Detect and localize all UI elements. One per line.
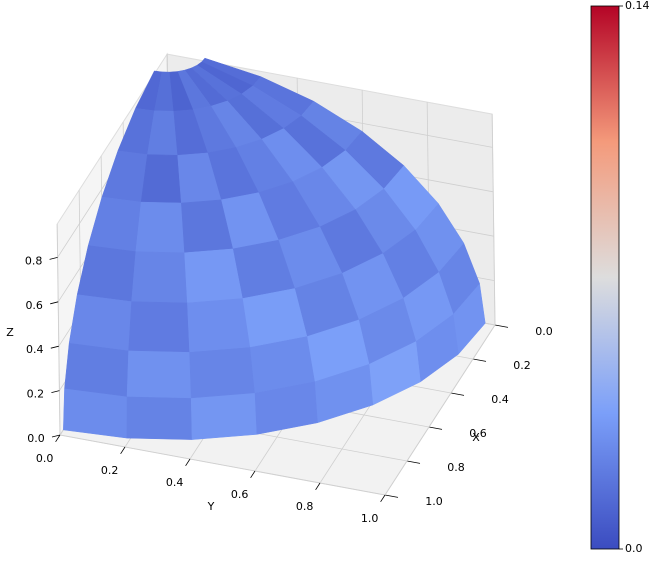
x-axis-label: X — [472, 431, 480, 444]
surface-patch — [128, 301, 190, 353]
x-tick — [406, 460, 421, 464]
colorbar — [590, 5, 620, 550]
y-tick-label: 0.0 — [36, 452, 54, 465]
y-tick — [315, 482, 321, 491]
axis-labels: X Y Z — [6, 326, 480, 513]
surface-patch — [189, 346, 255, 399]
y-tick-label: 0.4 — [166, 476, 184, 489]
x-tick-label: 1.0 — [425, 495, 443, 508]
surface-patch — [190, 392, 257, 440]
colorbar-tick-label: 0.14 — [625, 0, 650, 12]
y-tick — [380, 494, 386, 503]
y-tick — [120, 446, 126, 455]
surface — [63, 57, 486, 440]
y-tick-label: 0.6 — [231, 488, 249, 501]
surface-patch — [68, 294, 132, 351]
surface-patch — [184, 248, 243, 304]
x-tick — [472, 358, 487, 362]
surface-patch — [126, 350, 192, 399]
z-tick — [50, 345, 59, 349]
x-grid-line — [59, 434, 386, 496]
surface-patch — [126, 396, 193, 440]
z-tick — [49, 257, 58, 260]
surface-patch — [135, 201, 185, 254]
y-grid-line — [491, 114, 496, 326]
colorbar-ticks: 0.0 0.14 — [619, 0, 650, 555]
x-tick — [428, 426, 443, 430]
surface-patch — [187, 298, 251, 353]
y-tick — [55, 434, 61, 443]
x-tick — [384, 494, 399, 498]
x-grid-line — [56, 224, 61, 436]
z-tick-label: 0.6 — [25, 299, 43, 312]
surface-patch — [63, 388, 128, 439]
y-tick — [185, 458, 191, 467]
z-tick-label: 0.8 — [25, 254, 43, 267]
surface-patch — [140, 154, 182, 204]
z-tick — [50, 301, 59, 305]
z-tick-label: 0.2 — [27, 388, 45, 401]
y-axis-label: Y — [207, 500, 215, 513]
x-tick-label: 0.8 — [447, 461, 465, 474]
x-tick — [450, 392, 465, 396]
x-tick-label: 0.0 — [535, 325, 553, 338]
y-tick-label: 1.0 — [361, 512, 379, 525]
colorbar-tick-label: 0.0 — [625, 542, 643, 555]
x-tick-label: 0.6 — [469, 427, 487, 440]
z-tick-label: 0.4 — [26, 343, 44, 356]
surface-patch — [64, 342, 129, 397]
y-tick-label: 0.8 — [296, 500, 314, 513]
z-tick — [51, 390, 60, 393]
x-tick — [494, 324, 509, 328]
z-tick — [51, 434, 61, 438]
z-axis-label: Z — [6, 326, 14, 339]
y-tick-label: 0.2 — [101, 464, 119, 477]
z-tick-label: 0.0 — [27, 432, 45, 445]
x-tick-label: 0.4 — [491, 393, 509, 406]
y-grid-line — [384, 324, 496, 496]
surface-patch — [131, 251, 188, 304]
x-tick-label: 0.2 — [513, 359, 531, 372]
y-tick — [250, 470, 256, 479]
